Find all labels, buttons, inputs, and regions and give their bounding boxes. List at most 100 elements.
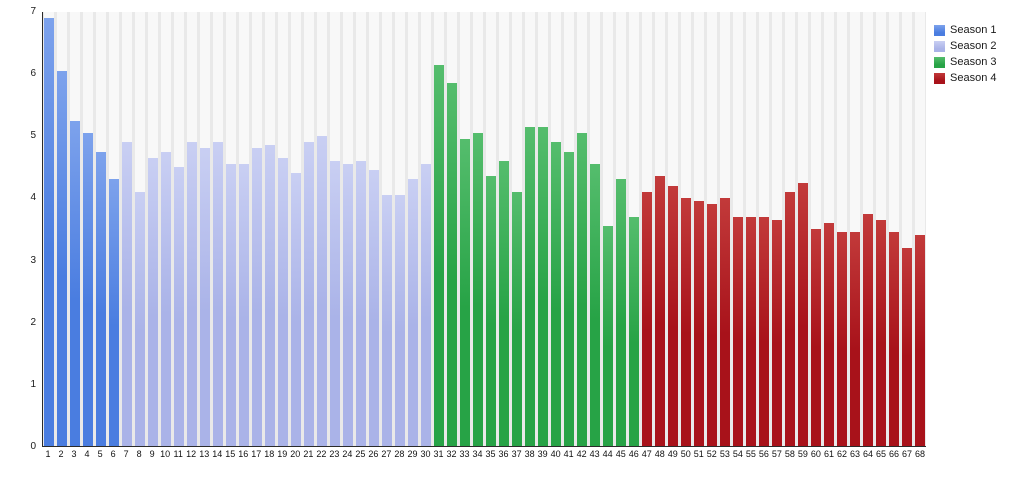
x-axis-label: 30 xyxy=(420,449,431,459)
episode-bar[interactable] xyxy=(473,132,483,446)
episode-bar[interactable] xyxy=(902,247,912,446)
episode-bar[interactable] xyxy=(291,173,301,446)
episode-bar[interactable] xyxy=(824,222,834,446)
episode-bar[interactable] xyxy=(850,232,860,446)
episode-bar[interactable] xyxy=(733,216,743,446)
episode-bar[interactable] xyxy=(863,213,873,446)
episode-bar[interactable] xyxy=(590,163,600,446)
episode-bar[interactable] xyxy=(499,160,509,446)
episode-bar[interactable] xyxy=(707,204,717,446)
episode-bar[interactable] xyxy=(525,126,535,446)
episode-bar[interactable] xyxy=(915,235,925,446)
episode-bar[interactable] xyxy=(876,219,886,446)
y-axis-tick-label: 1 xyxy=(30,378,36,390)
episode-bar[interactable] xyxy=(226,163,236,446)
episode-bar[interactable] xyxy=(746,216,756,446)
x-axis-label: 28 xyxy=(394,449,405,459)
x-axis-label: 21 xyxy=(303,449,314,459)
bar-track xyxy=(213,12,223,446)
episode-bar[interactable] xyxy=(564,151,574,446)
x-axis-label: 15 xyxy=(225,449,236,459)
episode-bar[interactable] xyxy=(681,198,691,446)
episode-bar[interactable] xyxy=(460,139,470,446)
episode-bar[interactable] xyxy=(304,142,314,446)
episode-bar[interactable] xyxy=(655,176,665,446)
episode-bar[interactable] xyxy=(616,179,626,446)
episode-bar[interactable] xyxy=(187,142,197,446)
episode-bar[interactable] xyxy=(668,185,678,446)
x-axis-label: 60 xyxy=(810,449,821,459)
bar-track xyxy=(655,12,665,446)
bar-track xyxy=(876,12,886,446)
episode-bar[interactable] xyxy=(174,167,184,446)
episode-bar[interactable] xyxy=(213,142,223,446)
x-axis-label: 14 xyxy=(212,449,223,459)
episode-bar[interactable] xyxy=(772,219,782,446)
episode-bar[interactable] xyxy=(512,191,522,446)
x-axis-label: 33 xyxy=(459,449,470,459)
episode-bar[interactable] xyxy=(148,157,158,446)
episode-bar[interactable] xyxy=(57,70,67,446)
episode-bar[interactable] xyxy=(447,83,457,446)
episode-bar[interactable] xyxy=(382,194,392,446)
x-axis-label: 31 xyxy=(433,449,444,459)
bar-track xyxy=(122,12,132,446)
episode-bar[interactable] xyxy=(486,176,496,446)
bar-track xyxy=(486,12,496,446)
bar-track xyxy=(57,12,67,446)
episode-bar[interactable] xyxy=(161,151,171,446)
episode-bar[interactable] xyxy=(44,18,54,446)
episode-bar[interactable] xyxy=(200,148,210,446)
episode-bar[interactable] xyxy=(837,232,847,446)
episode-bar[interactable] xyxy=(785,191,795,446)
x-axis-label: 19 xyxy=(277,449,288,459)
episode-bar[interactable] xyxy=(109,179,119,446)
episode-bar[interactable] xyxy=(265,145,275,446)
episode-bar[interactable] xyxy=(889,232,899,446)
bar-track xyxy=(707,12,717,446)
x-axis-label: 36 xyxy=(498,449,509,459)
bar-track xyxy=(642,12,652,446)
x-axis-label: 54 xyxy=(732,449,743,459)
episode-bar[interactable] xyxy=(369,170,379,446)
episode-bar[interactable] xyxy=(343,163,353,446)
episode-bar[interactable] xyxy=(83,132,93,446)
episode-bar[interactable] xyxy=(629,216,639,446)
episode-bar[interactable] xyxy=(759,216,769,446)
episode-bar[interactable] xyxy=(811,229,821,446)
legend-label: Season 2 xyxy=(950,40,997,52)
x-axis-label: 49 xyxy=(667,449,678,459)
episode-bar[interactable] xyxy=(278,157,288,446)
x-axis-label: 18 xyxy=(264,449,275,459)
episode-bar[interactable] xyxy=(798,182,808,446)
episode-bar[interactable] xyxy=(395,194,405,446)
episode-bar[interactable] xyxy=(551,142,561,446)
episode-bar[interactable] xyxy=(694,201,704,446)
episode-bar[interactable] xyxy=(317,136,327,446)
y-axis-tick-label: 4 xyxy=(30,192,36,204)
episode-bar[interactable] xyxy=(252,148,262,446)
episode-bar[interactable] xyxy=(408,179,418,446)
episode-bar[interactable] xyxy=(135,191,145,446)
episode-bar[interactable] xyxy=(421,163,431,446)
x-axis-label: 64 xyxy=(862,449,873,459)
episode-bar[interactable] xyxy=(538,126,548,446)
episode-bar[interactable] xyxy=(603,225,613,446)
episode-bar[interactable] xyxy=(720,198,730,446)
episode-bar[interactable] xyxy=(642,191,652,446)
episode-bar[interactable] xyxy=(356,160,366,446)
episode-bar[interactable] xyxy=(577,132,587,446)
y-axis: 0 1 2 3 4 5 6 7 xyxy=(2,7,42,452)
x-axis-label: 53 xyxy=(719,449,730,459)
episode-bar[interactable] xyxy=(239,163,249,446)
episode-bar[interactable] xyxy=(434,64,444,446)
x-axis-label: 67 xyxy=(902,449,913,459)
bar-track xyxy=(226,12,236,446)
legend-swatch-icon xyxy=(934,40,945,52)
episode-bar[interactable] xyxy=(122,142,132,446)
episode-bar[interactable] xyxy=(330,160,340,446)
episode-bar[interactable] xyxy=(96,151,106,446)
bar-track xyxy=(538,12,548,446)
episode-bar[interactable] xyxy=(70,120,80,446)
